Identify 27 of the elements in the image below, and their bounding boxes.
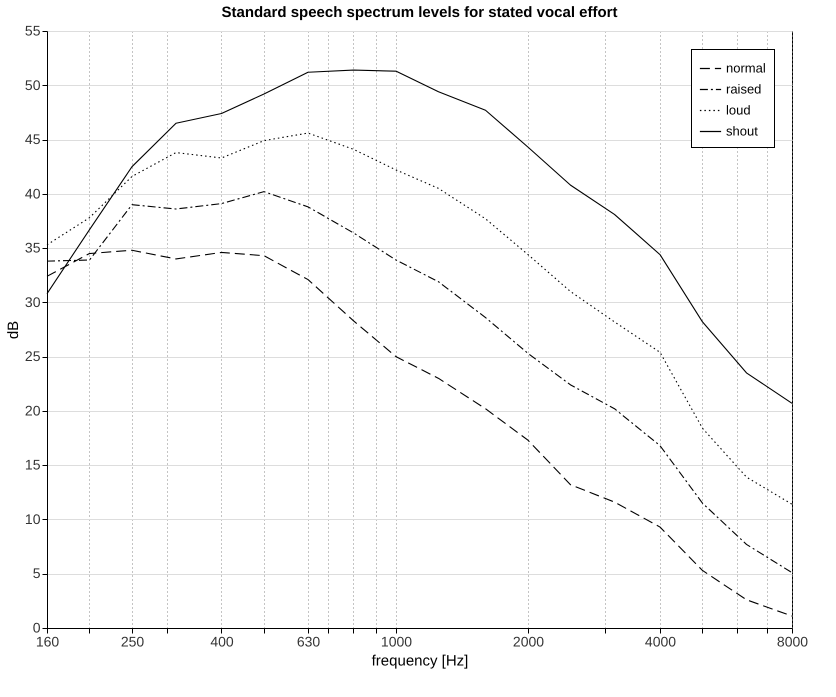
chart-title: Standard speech spectrum levels for stated vocal effort	[222, 4, 618, 21]
legend-label: normal	[726, 60, 766, 76]
x-tick-label: 8000	[776, 634, 808, 650]
y-tick-label: 5	[32, 565, 41, 582]
x-tick-label: 160	[36, 634, 60, 650]
y-tick-label: 50	[24, 76, 41, 93]
x-tick-label: 630	[296, 634, 320, 650]
y-tick-label: 55	[24, 22, 41, 38]
legend-label: shout	[726, 124, 758, 138]
y-tick-label: 20	[24, 402, 41, 418]
x-tick-label: 400	[210, 634, 234, 650]
x-tick-label: 250	[120, 634, 144, 650]
legend-label: loud	[726, 102, 751, 118]
y-tick-label: 45	[24, 131, 41, 148]
x-axis-title: frequency [Hz]	[372, 652, 468, 670]
y-tick-label: 40	[24, 185, 41, 202]
y-tick-label: 0	[32, 620, 41, 636]
y-axis-title: dB	[4, 320, 22, 340]
y-tick-label: 30	[24, 294, 41, 310]
y-tick-label: 10	[24, 510, 41, 527]
x-tick-label: 4000	[644, 634, 676, 650]
legend-label: raised	[726, 82, 762, 96]
x-tick-label: 1000	[380, 634, 412, 650]
y-tick-label: 25	[24, 348, 41, 364]
y-tick-label: 35	[24, 240, 41, 256]
x-tick-label: 2000	[512, 634, 544, 650]
y-tick-label: 15	[24, 456, 41, 473]
